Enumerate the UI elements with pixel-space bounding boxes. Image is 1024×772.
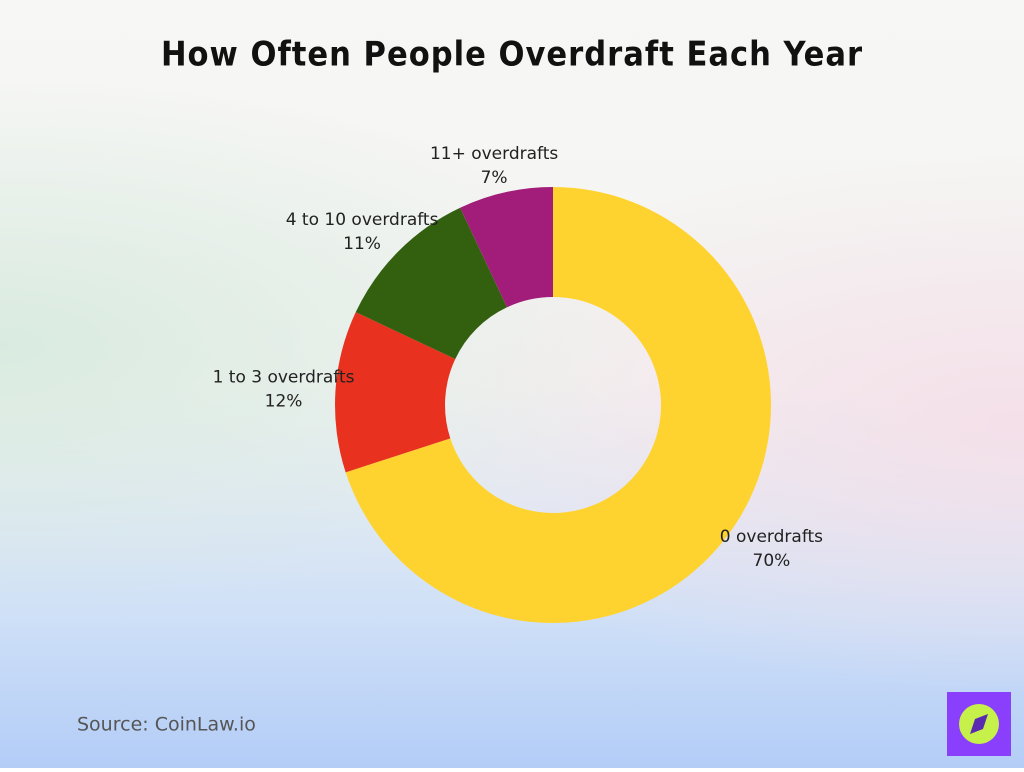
source: Source: CoinLaw.io xyxy=(77,714,256,736)
slice-label: 0 overdrafts xyxy=(720,527,823,547)
slice-value-label: 7% xyxy=(481,168,508,188)
slice-value-label: 12% xyxy=(265,392,303,412)
slice-label: 1 to 3 overdrafts xyxy=(213,368,355,388)
logo xyxy=(947,692,1011,756)
slice-label: 4 to 10 overdrafts xyxy=(286,210,439,230)
slice xyxy=(334,312,456,473)
slice xyxy=(355,207,508,360)
slice xyxy=(460,187,553,308)
logo-icon xyxy=(970,714,988,734)
slice xyxy=(345,187,771,623)
slice-value-label: 11% xyxy=(343,234,381,254)
slice-label: 11+ overdrafts xyxy=(430,144,558,164)
chart-title: How Often People Overdraft Each Year xyxy=(161,35,863,75)
slice-value-label: 70% xyxy=(753,551,791,571)
